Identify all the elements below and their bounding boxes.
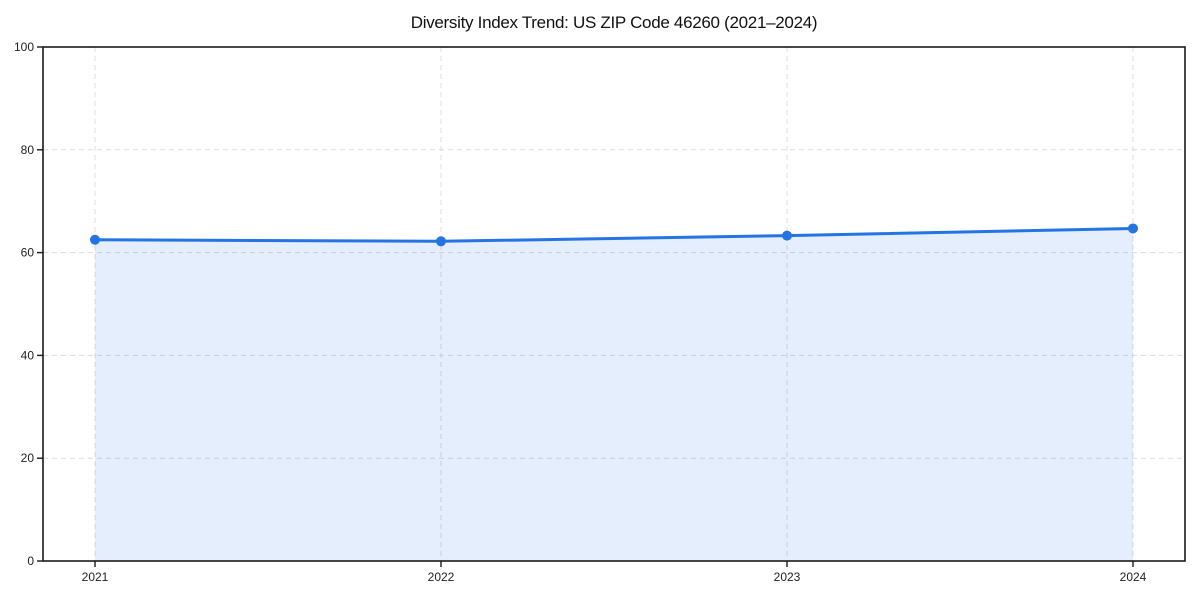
y-axis-tick-label: 60: [21, 246, 35, 260]
y-axis-tick-label: 20: [21, 451, 35, 465]
x-axis-tick-label: 2022: [428, 570, 455, 584]
x-axis-tick-label: 2024: [1120, 570, 1147, 584]
data-point-marker-2021: [90, 234, 100, 245]
x-axis-tick-label: 2021: [82, 570, 109, 584]
area-fill: [95, 228, 1133, 561]
data-point-marker-2022: [436, 236, 446, 247]
x-axis-tick-label: 2023: [774, 570, 801, 584]
data-point-marker-2024: [1128, 223, 1138, 234]
y-axis-tick-label: 80: [21, 143, 35, 157]
y-axis-tick-label: 100: [14, 40, 34, 54]
data-point-marker-2023: [782, 230, 792, 241]
chart-title: Diversity Index Trend: US ZIP Code 46260…: [410, 13, 818, 32]
trend-line: [93, 226, 1135, 243]
y-axis-tick-label: 40: [21, 348, 35, 362]
axis-frame: [42, 46, 1186, 562]
y-axis-tick-label: 0: [27, 554, 34, 568]
